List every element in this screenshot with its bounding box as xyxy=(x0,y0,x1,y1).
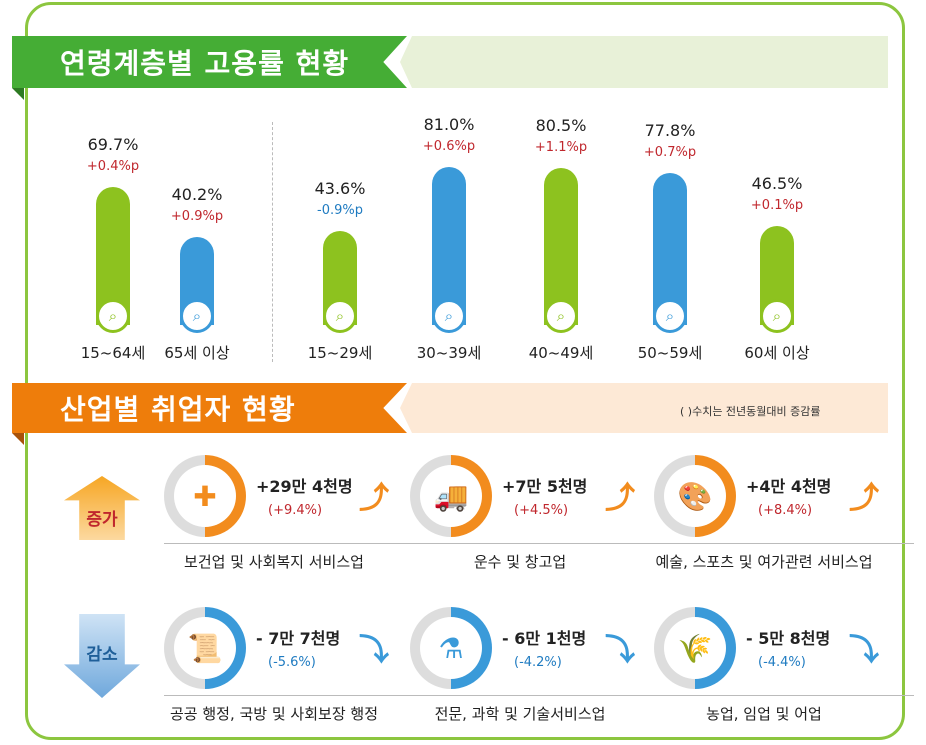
document-search-icon: ⌕ xyxy=(432,299,466,333)
bar-value-label: 40.2% xyxy=(171,184,223,204)
industry-amount: +7만 5천명 xyxy=(502,477,588,496)
donut-ring: ⚗ xyxy=(410,607,492,689)
bar-change-label: +0.6%p xyxy=(422,139,476,155)
document-search-icon: ⌕ xyxy=(544,299,578,333)
decrease-label: 감소 xyxy=(86,645,118,665)
bar-change-label: +0.1%p xyxy=(750,197,804,213)
donut-ring: ✚ xyxy=(164,455,246,537)
industry-name: 운수 및 창고업 xyxy=(473,553,567,571)
divider-line xyxy=(164,695,424,696)
section1-title: 연령계층별 고용률 현황 xyxy=(12,36,407,88)
trend-arrow-icon: ⤴ xyxy=(359,481,389,516)
first-aid-kit-icon: ✚ xyxy=(174,465,236,527)
banner-fold xyxy=(12,88,24,100)
document-search-icon: ⌕ xyxy=(180,299,214,333)
industry-amount: +29만 4천명 xyxy=(256,477,353,496)
industry-name: 보건업 및 사회복지 서비스업 xyxy=(184,553,364,571)
divider-line xyxy=(654,543,914,544)
bar-value-label: 69.7% xyxy=(87,134,139,154)
industry-amount: - 6만 1천명 xyxy=(502,629,587,648)
industry-amount: +4만 4천명 xyxy=(746,477,832,496)
bar-category-label: 15~29세 xyxy=(307,344,373,362)
document-search-icon: ⌕ xyxy=(653,299,687,333)
donut-ring: 🎨 xyxy=(654,455,736,537)
document-search-icon: ⌕ xyxy=(96,299,130,333)
bar-change-label: +0.7%p xyxy=(643,144,697,160)
bar-category-label: 65세 이상 xyxy=(164,344,230,362)
industry-percent: (+8.4%) xyxy=(758,503,813,518)
scroll-icon: 📜 xyxy=(174,617,236,679)
bar-change-label: +0.4%p xyxy=(86,158,140,174)
trend-arrow-icon: ⤴ xyxy=(849,481,879,516)
bar xyxy=(432,167,466,325)
palette-icon: 🎨 xyxy=(664,465,726,527)
increase-label: 증가 xyxy=(86,510,118,530)
bar-value-label: 46.5% xyxy=(751,173,803,193)
industry-name: 농업, 임업 및 어업 xyxy=(706,705,822,723)
bar-change-label: -0.9%p xyxy=(317,202,363,218)
bar-value-label: 80.5% xyxy=(535,116,587,136)
bar-category-label: 60세 이상 xyxy=(744,344,810,362)
divider-line xyxy=(410,695,670,696)
bar-change-label: +1.1%p xyxy=(534,140,588,156)
divider-line xyxy=(164,543,424,544)
industry-name: 공공 행정, 국방 및 사회보장 행정 xyxy=(169,705,378,723)
bar-value-label: 81.0% xyxy=(423,115,475,135)
banner-fold xyxy=(12,433,24,445)
industry-name: 예술, 스포츠 및 여가관련 서비스업 xyxy=(655,553,873,571)
industry-percent: (+9.4%) xyxy=(268,503,323,518)
industry-percent: (-5.6%) xyxy=(268,655,316,670)
bar-value-label: 77.8% xyxy=(644,120,696,140)
industry-amount: - 7만 7천명 xyxy=(256,629,341,648)
bar-category-label: 50~59세 xyxy=(637,344,703,362)
donut-ring: 📜 xyxy=(164,607,246,689)
bar-change-label: +0.9%p xyxy=(170,208,224,224)
bar-category-label: 15~64세 xyxy=(80,344,146,362)
divider-line xyxy=(654,695,914,696)
document-search-icon: ⌕ xyxy=(760,299,794,333)
truck-icon: 🚚 xyxy=(420,465,482,527)
industry-name: 전문, 과학 및 기술서비스업 xyxy=(434,705,606,723)
section2-title: 산업별 취업자 현황 xyxy=(12,383,407,433)
trend-arrow-icon: ⤵ xyxy=(849,633,879,668)
section2-ribbon xyxy=(400,383,888,433)
donut-ring: 🌾 xyxy=(654,607,736,689)
bar-category-label: 30~39세 xyxy=(416,344,482,362)
trend-arrow-icon: ⤵ xyxy=(359,633,389,668)
document-search-icon: ⌕ xyxy=(323,299,357,333)
industry-amount: - 5만 8천명 xyxy=(746,629,831,648)
divider xyxy=(272,122,273,362)
flask-icon: ⚗ xyxy=(420,617,482,679)
industry-percent: (-4.2%) xyxy=(514,655,562,670)
bar-value-label: 43.6% xyxy=(314,178,366,198)
bar xyxy=(544,168,578,325)
donut-ring: 🚚 xyxy=(410,455,492,537)
wheat-icon: 🌾 xyxy=(664,617,726,679)
trend-arrow-icon: ⤵ xyxy=(605,633,635,668)
industry-percent: (-4.4%) xyxy=(758,655,806,670)
bar-category-label: 40~49세 xyxy=(528,344,594,362)
section1-ribbon xyxy=(400,36,888,88)
divider-line xyxy=(410,543,670,544)
industry-percent: (+4.5%) xyxy=(514,503,569,518)
trend-arrow-icon: ⤴ xyxy=(605,481,635,516)
section2-note: ( )수치는 전년동월대비 증감률 xyxy=(680,405,821,418)
